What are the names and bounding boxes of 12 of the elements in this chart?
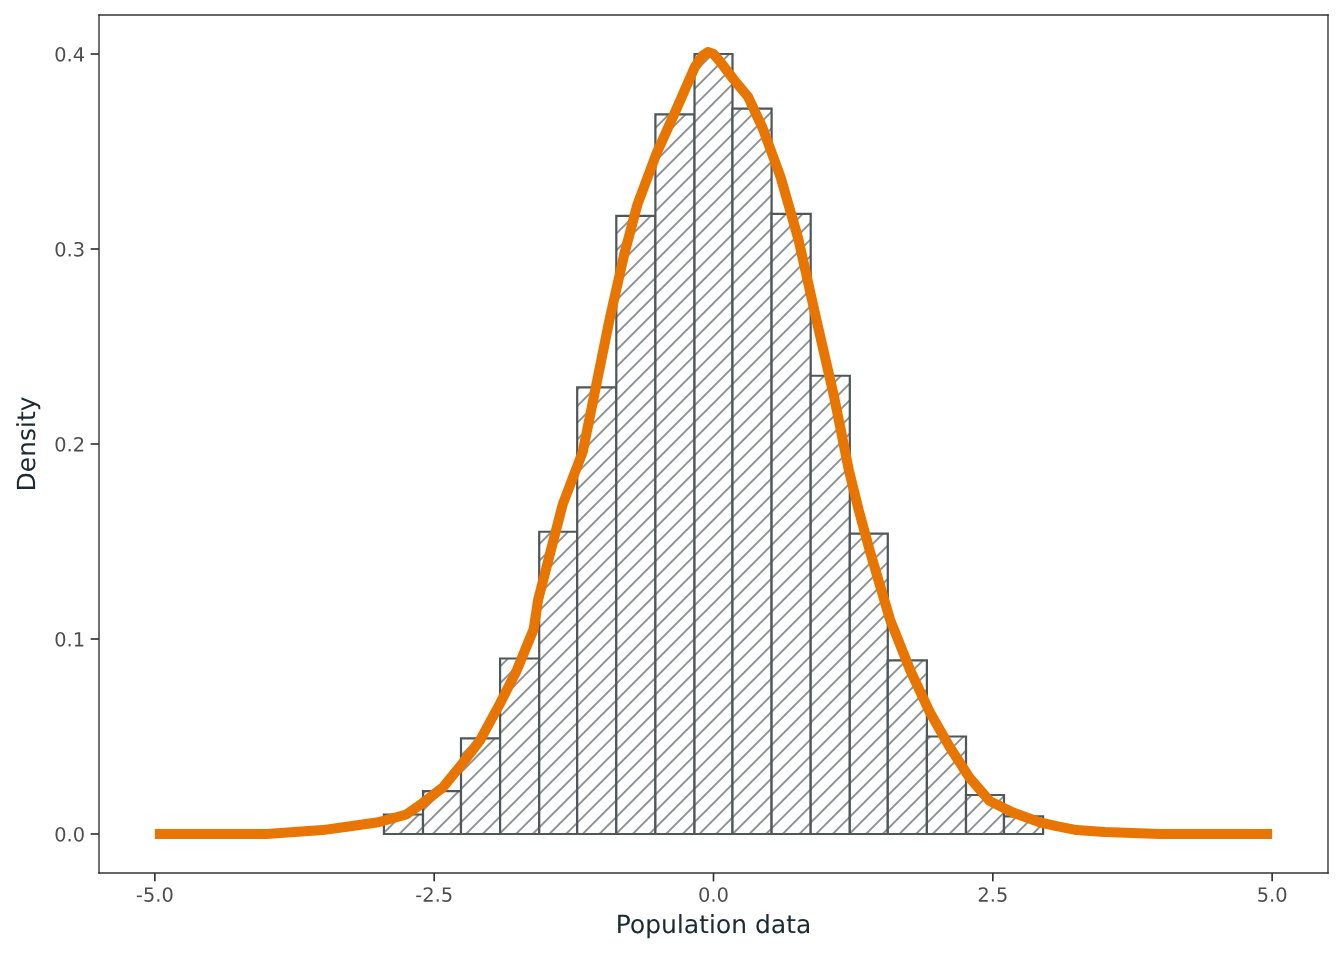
y-tick-label: 0.3	[55, 241, 84, 257]
x-axis-title: Population data	[618, 914, 810, 939]
y-axis-title: Density	[16, 397, 41, 490]
x-tick-label: 0.0	[699, 887, 728, 902]
y-tick-label: 0.0	[55, 826, 84, 842]
y-tick-label: 0.2	[55, 436, 84, 452]
x-tick-label: 2.5	[978, 887, 1007, 902]
x-tick-label: 5.0	[1258, 887, 1287, 902]
y-tick-label: 0.4	[55, 46, 85, 62]
x-tick-label: -2.5	[416, 887, 452, 902]
y-tick-label: 0.1	[55, 631, 84, 647]
x-tick-label: -5.0	[136, 887, 173, 902]
